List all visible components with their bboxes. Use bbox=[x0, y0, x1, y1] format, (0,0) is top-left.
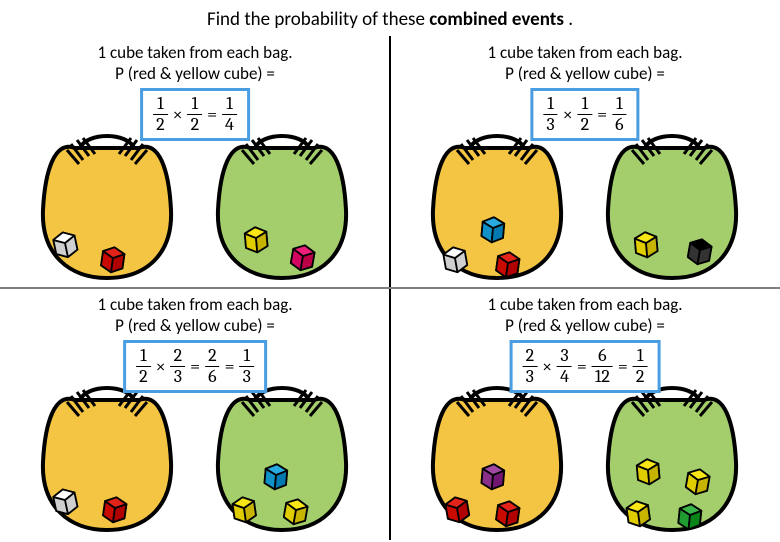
bag-left bbox=[25, 120, 190, 285]
equation-op: × bbox=[537, 356, 557, 377]
problem-text: 1 cube taken from each bag.P (red & yell… bbox=[0, 288, 390, 337]
problem-quadrant: 1 cube taken from each bag.P (red & yell… bbox=[390, 36, 780, 288]
equation-op: × bbox=[151, 356, 171, 377]
equation-box: 12×12=14 bbox=[140, 88, 250, 141]
equation-box: 23×34=612=12 bbox=[510, 340, 661, 393]
equation-op: = bbox=[220, 356, 240, 377]
cube-icon bbox=[628, 225, 664, 261]
bag-left bbox=[415, 372, 580, 537]
cube-icon bbox=[97, 490, 133, 526]
fraction: 12 bbox=[153, 95, 168, 134]
fraction: 23 bbox=[523, 347, 538, 386]
equation-op: = bbox=[185, 356, 205, 377]
fraction: 34 bbox=[557, 347, 572, 386]
bag-right bbox=[590, 372, 755, 537]
cube-icon bbox=[490, 494, 526, 530]
cube-icon bbox=[47, 225, 83, 261]
fraction: 12 bbox=[633, 347, 648, 386]
fraction: 12 bbox=[578, 95, 593, 134]
problem-quadrant: 1 cube taken from each bag.P (red & yell… bbox=[0, 36, 390, 288]
problem-text: 1 cube taken from each bag.P (red & yell… bbox=[390, 36, 780, 85]
page-title: Find the probability of these combined e… bbox=[0, 0, 780, 37]
bag-left bbox=[25, 372, 190, 537]
bag-right bbox=[200, 372, 365, 537]
equation-op: × bbox=[558, 104, 578, 125]
cube-icon bbox=[620, 494, 656, 530]
cube-icon bbox=[238, 220, 274, 256]
cube-icon bbox=[682, 232, 718, 268]
fraction: 13 bbox=[240, 347, 254, 386]
equation-op: = bbox=[572, 356, 592, 377]
equation-op: = bbox=[592, 104, 612, 125]
title-end: . bbox=[564, 8, 573, 31]
cube-icon bbox=[475, 210, 511, 246]
cube-icon bbox=[285, 238, 321, 274]
cube-icon bbox=[630, 452, 666, 488]
cube-icon bbox=[475, 457, 511, 493]
title-bold: combined events bbox=[429, 8, 564, 31]
cube-icon bbox=[490, 245, 526, 281]
fraction: 23 bbox=[171, 347, 186, 386]
bag-right bbox=[200, 120, 365, 285]
cube-icon bbox=[278, 492, 314, 528]
fraction: 12 bbox=[136, 347, 151, 386]
problem-text: 1 cube taken from each bag.P (red & yell… bbox=[390, 288, 780, 337]
problem-quadrant: 1 cube taken from each bag.P (red & yell… bbox=[390, 288, 780, 540]
cube-icon bbox=[95, 240, 131, 276]
fraction: 26 bbox=[205, 347, 220, 386]
cube-icon bbox=[47, 482, 83, 518]
cube-icon bbox=[226, 490, 262, 526]
bag-right bbox=[590, 120, 755, 285]
fraction: 13 bbox=[543, 95, 557, 134]
cube-icon bbox=[672, 497, 708, 533]
equation-box: 13×12=16 bbox=[530, 88, 639, 141]
bag-left bbox=[415, 120, 580, 285]
cube-icon bbox=[437, 240, 473, 276]
equation-op: = bbox=[202, 104, 222, 125]
fraction: 612 bbox=[592, 347, 613, 386]
fraction: 16 bbox=[612, 95, 626, 134]
fraction: 12 bbox=[188, 95, 203, 134]
cube-icon bbox=[680, 462, 716, 498]
problem-quadrant: 1 cube taken from each bag.P (red & yell… bbox=[0, 288, 390, 540]
title-plain: Find the probability of these bbox=[207, 8, 429, 31]
problem-grid: 1 cube taken from each bag.P (red & yell… bbox=[0, 36, 780, 540]
problem-text: 1 cube taken from each bag.P (red & yell… bbox=[0, 36, 390, 85]
cube-icon bbox=[439, 490, 475, 526]
equation-op: = bbox=[613, 356, 633, 377]
equation-op: × bbox=[168, 104, 188, 125]
fraction: 14 bbox=[222, 95, 237, 134]
cube-icon bbox=[258, 457, 294, 493]
equation-box: 12×23=26=13 bbox=[123, 340, 267, 393]
